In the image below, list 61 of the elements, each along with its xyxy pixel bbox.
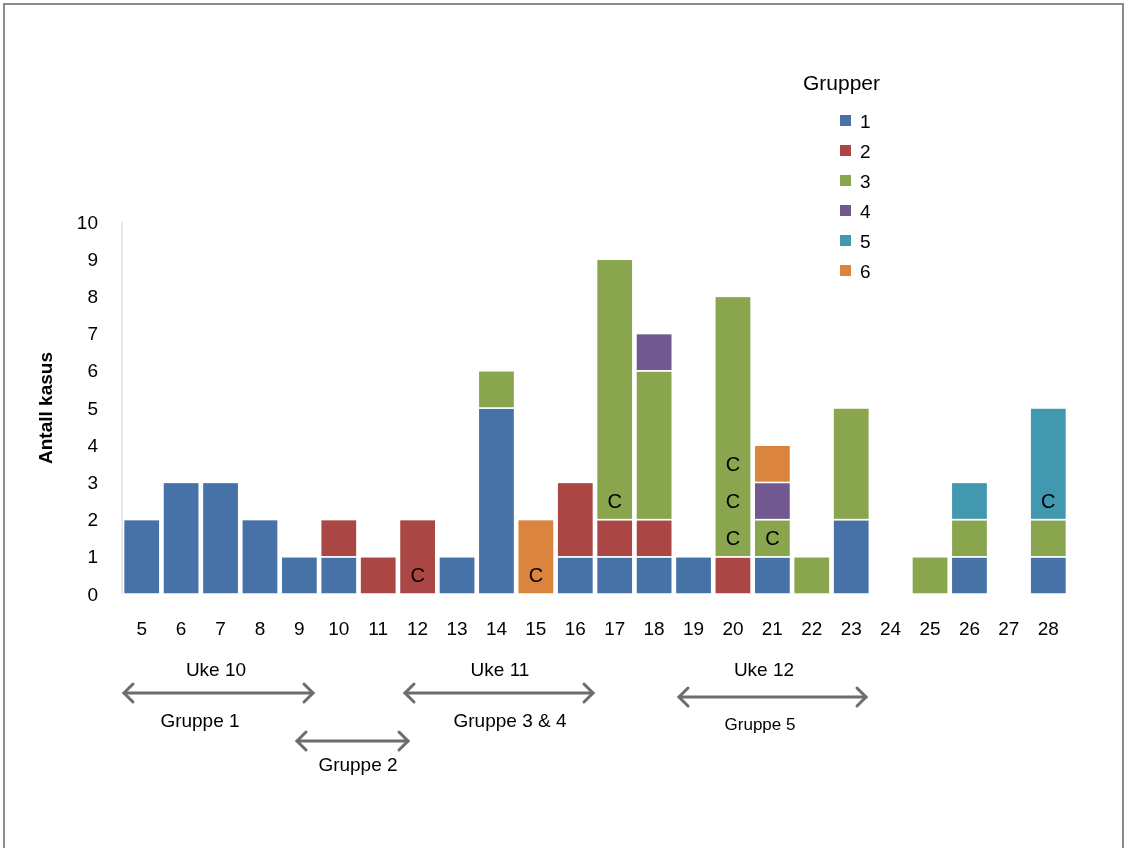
annotation: C	[1041, 490, 1056, 512]
text: Gruppe 3 & 4	[453, 710, 567, 731]
legend-label: 3	[860, 170, 871, 192]
legend-label: 5	[860, 230, 871, 252]
text: Uke 12	[733, 659, 795, 680]
x-tick-label: 13	[446, 617, 468, 639]
x-tick-label: 23	[840, 617, 862, 639]
x-tick-label: 5	[136, 617, 147, 639]
legend-label: 6	[860, 260, 871, 282]
y-tick-label: 0	[87, 583, 98, 605]
annotation: C	[410, 564, 425, 587]
x-tick-label: 21	[761, 617, 783, 639]
x-tick-label: 19	[682, 617, 705, 639]
annotation: C	[725, 452, 741, 475]
x-tick-label: 25	[919, 617, 941, 639]
annotation: C	[607, 490, 622, 512]
legend-label: 1	[860, 110, 871, 132]
y-tick-label: 6	[87, 360, 98, 382]
text: Uke 11	[470, 659, 530, 680]
bar	[674, 556, 713, 595]
bar	[911, 556, 949, 595]
x-tick-label: 18	[643, 617, 665, 639]
text: Gruppe 5	[724, 715, 796, 734]
y-tick-label: 8	[87, 286, 98, 308]
annotation: C	[765, 527, 780, 550]
x-tick-label: 15	[525, 617, 547, 639]
legend-label: 4	[860, 200, 871, 222]
x-tick-label: 22	[801, 617, 823, 639]
y-tick-label: 1	[87, 546, 98, 568]
x-tick-label: 28	[1037, 617, 1059, 639]
annotation: C	[528, 564, 544, 587]
x-tick-label: 26	[958, 617, 981, 639]
y-tick-label: 3	[87, 472, 98, 494]
x-tick-label: 12	[407, 617, 429, 639]
legend-label: 2	[860, 140, 871, 162]
y-tick-label: 5	[87, 397, 98, 419]
x-tick-label: 27	[998, 617, 1020, 639]
y-tick-label: 9	[87, 248, 98, 270]
y-tick-label: 7	[87, 323, 98, 345]
x-tick-label: 6	[175, 617, 187, 639]
x-tick-label: 16	[564, 617, 586, 639]
x-tick-label: 20	[722, 617, 744, 639]
annotation: C	[725, 490, 741, 512]
x-tick-label: 24	[880, 617, 902, 639]
x-tick-label: 14	[485, 617, 508, 639]
text: Uke 10	[185, 659, 247, 680]
y-tick-label: 10	[76, 211, 98, 233]
x-tick-label: 7	[215, 617, 226, 639]
y-axis-title: Antall kasus	[35, 352, 56, 464]
x-tick-label: 8	[254, 617, 266, 639]
x-tick-label: 17	[604, 617, 626, 639]
x-tick-label: 11	[368, 617, 389, 639]
annotation: C	[725, 527, 741, 550]
legend-title: Grupper	[803, 71, 881, 94]
bar	[201, 481, 240, 595]
x-tick-label: 10	[328, 617, 350, 639]
text: Gruppe 2	[318, 754, 398, 775]
y-tick-label: 4	[87, 434, 99, 456]
text: Gruppe 1	[160, 710, 240, 731]
y-tick-label: 2	[87, 509, 98, 531]
x-tick-label: 9	[294, 617, 305, 639]
